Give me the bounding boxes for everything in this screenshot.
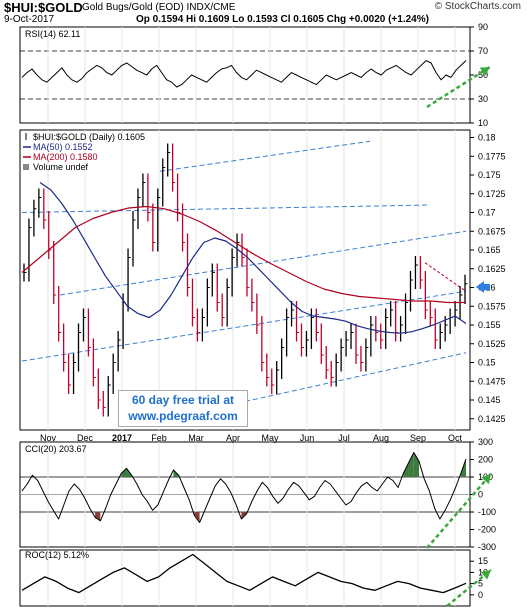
cci-fill-negative <box>194 512 200 523</box>
y-tick-label: 0.17 <box>478 208 496 218</box>
channel-line <box>21 290 467 362</box>
chart-date: 9-Oct-2017 <box>4 14 55 25</box>
x-tick-label: Apr <box>226 433 240 443</box>
y-tick-label: 30 <box>478 94 488 104</box>
channel-line <box>21 204 431 213</box>
y-tick-label: 0.1525 <box>478 339 506 349</box>
channel-line <box>244 352 467 402</box>
y-tick-label: 0.18 <box>478 133 496 143</box>
y-tick-label: 0.165 <box>478 245 501 255</box>
y-tick-label: 5 <box>478 579 483 589</box>
chart-symbol: $HUI:$GOLD <box>4 0 83 15</box>
y-tick-label: 0.1425 <box>478 414 506 424</box>
rsi-line <box>21 60 467 88</box>
x-tick-label: Dec <box>77 433 94 443</box>
blue-arrow-icon <box>476 281 490 293</box>
promo-line1: 60 day free trial at <box>131 393 235 407</box>
panel-frame-3 <box>19 549 471 607</box>
cci-line <box>21 452 467 523</box>
panel-frame-0 <box>19 26 471 124</box>
x-tick-label: Oct <box>448 433 463 443</box>
y-tick-label: 0 <box>478 490 483 500</box>
cci-green-arrow-icon <box>426 473 492 549</box>
x-tick-label: Aug <box>373 433 389 443</box>
y-tick-label: -300 <box>478 542 496 552</box>
y-tick-label: 0.1475 <box>478 376 506 386</box>
cci-fill-positive <box>413 452 419 477</box>
panel-frame-1 <box>19 129 471 431</box>
cci-fill-positive <box>408 452 414 477</box>
y-tick-label: 0.145 <box>478 395 501 405</box>
x-tick-label: Nov <box>40 433 57 443</box>
y-tick-label: 90 <box>478 22 488 32</box>
y-tick-label: 0.1625 <box>478 264 506 274</box>
y-tick-label: 0.1675 <box>478 226 506 236</box>
chart-ohlc: Op 0.1594 Hi 0.1609 Lo 0.1593 Cl 0.1605 … <box>136 14 429 25</box>
y-tick-label: 50 <box>478 70 488 80</box>
rsi-green-arrow-icon <box>426 65 491 109</box>
x-tick-label: Sep <box>410 433 426 443</box>
price-legend-entry: Volume undef <box>33 162 89 172</box>
cci-fill-negative <box>95 512 101 521</box>
y-tick-label: 0.1775 <box>478 151 506 161</box>
legend-swatch <box>23 164 29 170</box>
price-legend-entry: $HUI:$GOLD (Daily) 0.1605 <box>33 132 145 142</box>
roc-label: ROC(12) 5.12% <box>25 550 89 560</box>
y-tick-label: 0 <box>478 590 483 600</box>
roc-green-arrow-icon <box>446 569 492 607</box>
y-tick-label: 15 <box>478 556 488 566</box>
x-tick-label: May <box>261 433 279 443</box>
channel-line <box>159 140 371 172</box>
x-tick-label: Feb <box>151 433 167 443</box>
y-tick-label: 200 <box>478 455 493 465</box>
y-tick-label: -100 <box>478 507 496 517</box>
promo-line2: www.pdegraaf.com <box>128 409 238 423</box>
y-tick-label: 0.15 <box>478 358 496 368</box>
promo-box[interactable]: 60 day free trial at www.pdegraaf.com <box>118 390 248 427</box>
ma50-line <box>39 182 467 334</box>
y-tick-label: 70 <box>478 46 488 56</box>
cci-label: CCI(20) 203.67 <box>25 444 87 454</box>
x-tick-label: Jul <box>338 433 350 443</box>
rsi-label: RSI(14) 62.11 <box>25 29 80 39</box>
x-tick-label: 2017 <box>112 433 132 443</box>
y-tick-label: 0.1725 <box>478 189 506 199</box>
resistance-line <box>424 262 467 292</box>
cci-green-arrow-icon-head <box>481 474 491 485</box>
x-tick-label: Mar <box>188 433 204 443</box>
y-tick-label: 0.1575 <box>478 301 506 311</box>
price-legend-entry: MA(50) 0.1552 <box>33 142 93 152</box>
y-tick-label: 10 <box>478 118 488 128</box>
roc-green-arrow-icon-head <box>480 570 491 580</box>
cci-fill-positive <box>121 468 127 477</box>
chart-name: Gold Bugs/Gold (EOD) INDX/CME <box>82 2 236 13</box>
y-tick-label: 0.175 <box>478 170 501 180</box>
y-tick-label: 300 <box>478 437 493 447</box>
rsi-green-arrow-icon-head <box>479 67 490 77</box>
x-tick-label: Jun <box>300 433 315 443</box>
y-tick-label: -200 <box>478 525 496 535</box>
price-legend-entry: MA(200) 0.1580 <box>33 152 98 162</box>
y-tick-label: 0.155 <box>478 320 501 330</box>
roc-line <box>21 553 467 594</box>
stockcharts-brand: © StockCharts.com <box>434 1 521 12</box>
ma200-line <box>21 205 466 304</box>
